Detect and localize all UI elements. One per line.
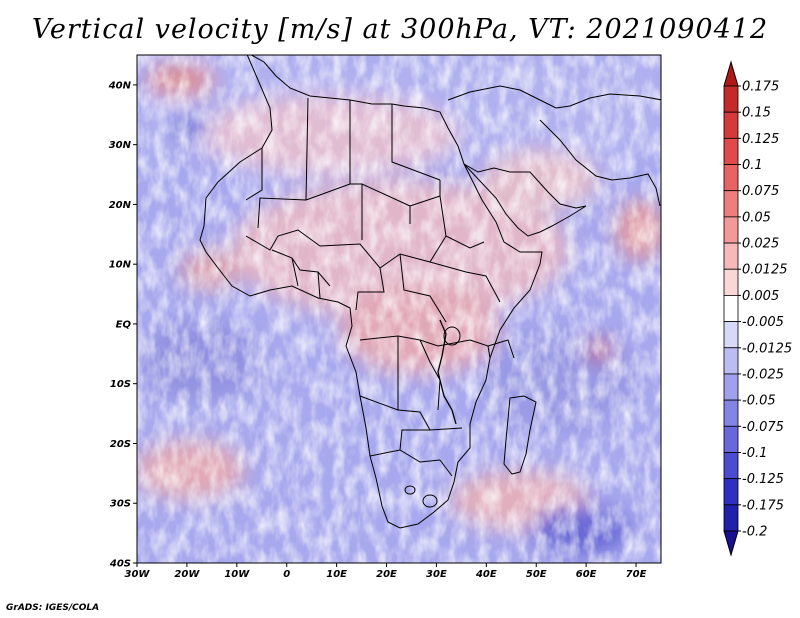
y-tick-label: 10S	[110, 379, 131, 390]
x-tick-label: 70E	[626, 569, 647, 580]
coastlines-and-borders	[199, 55, 661, 529]
x-tick-label: 40E	[475, 569, 497, 580]
y-tick-label: 30S	[110, 499, 131, 510]
colorbar-swatch	[723, 85, 739, 113]
colorbar-label: 0.125	[742, 132, 779, 147]
y-tick-label: 40N	[108, 80, 132, 91]
colorbar-swatch	[723, 242, 739, 270]
colorbar-label: -0.075	[742, 420, 784, 435]
colorbar-swatch	[723, 190, 739, 218]
colorbar-label: -0.0125	[742, 341, 792, 356]
y-tick-label: 20S	[110, 439, 131, 450]
plot-frame	[136, 54, 662, 564]
x-axis: 30W 20W 10W 0 10E 20E 30E 40E 50E 60E 70E	[125, 563, 647, 580]
colorbar-swatch	[723, 452, 739, 480]
colorbar-swatch	[723, 164, 739, 192]
colorbar-label: 0.05	[742, 210, 771, 225]
y-tick-label: 10N	[109, 260, 132, 271]
colorbar-label: 0.1	[742, 158, 763, 173]
colorbar-label: -0.175	[742, 498, 784, 513]
colorbar-swatch	[723, 137, 739, 165]
colorbar-swatch	[723, 216, 739, 244]
colorbar-swatch	[723, 478, 739, 506]
x-tick-label: 50E	[526, 569, 547, 580]
y-tick-label: 20N	[109, 200, 132, 211]
colorbar-swatch	[723, 268, 739, 296]
colorbar: 0.175 0.15 0.125 0.1 0.075 0.05 0.025 0.0125 0.0…	[723, 60, 792, 557]
map-title: Vertical velocity [m/s] at 300hPa, VT: 2…	[31, 14, 769, 45]
colorbar-top-arrow	[723, 60, 739, 87]
colorbar-label: -0.1	[742, 446, 767, 461]
x-tick-label: 10E	[326, 569, 347, 580]
colorbar-swatch	[723, 321, 739, 349]
colorbar-label: 0.025	[742, 237, 779, 252]
colorbar-swatch	[723, 347, 739, 375]
y-tick-label: EQ	[116, 319, 132, 330]
colorbar-swatch	[723, 111, 739, 139]
x-tick-label: 0	[283, 569, 290, 580]
x-tick-label: 30W	[125, 569, 151, 580]
y-tick-label: 40S	[109, 559, 131, 570]
colorbar-swatch	[723, 295, 739, 322]
y-axis: 40N 30N 20N 10N EQ 10S 20S 30S 40S	[108, 80, 137, 570]
x-tick-label: 60E	[576, 569, 597, 580]
colorbar-label: -0.05	[742, 394, 776, 409]
colorbar-label: -0.125	[742, 472, 784, 487]
x-tick-label: 20E	[376, 569, 397, 580]
velocity-field	[137, 55, 661, 563]
x-tick-label: 30E	[426, 569, 447, 580]
colorbar-label: 0.0125	[742, 263, 788, 278]
colorbar-label: 0.175	[742, 80, 779, 95]
x-tick-label: 20W	[174, 569, 200, 580]
colorbar-swatch	[723, 425, 739, 453]
colorbar-swatch	[723, 504, 739, 532]
colorbar-bottom-arrow	[723, 530, 739, 557]
colorbar-swatch	[723, 373, 739, 401]
colorbar-label: 0.075	[742, 184, 779, 199]
x-tick-label: 10W	[224, 569, 250, 580]
colorbar-swatch	[723, 399, 739, 427]
colorbar-label: 0.005	[742, 289, 779, 304]
colorbar-label: -0.2	[742, 525, 767, 540]
colorbar-label: 0.15	[742, 106, 771, 121]
credit-text: GrADS: IGES/COLA	[6, 603, 100, 613]
colorbar-label: -0.025	[742, 367, 784, 382]
colorbar-label: -0.005	[742, 315, 784, 330]
y-tick-label: 30N	[109, 140, 132, 151]
